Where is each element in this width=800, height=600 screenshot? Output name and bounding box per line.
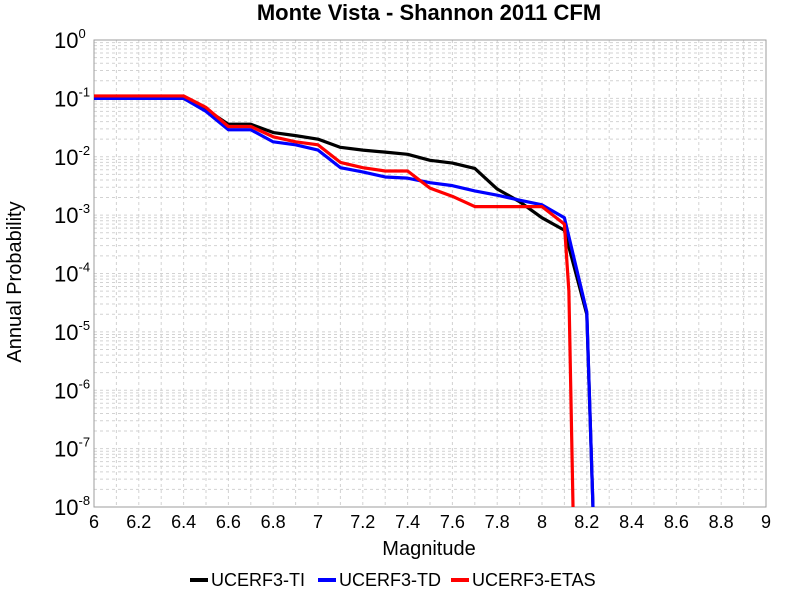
x-tick-label: 8.2: [574, 512, 599, 532]
y-tick-label: 10-2: [54, 143, 90, 170]
x-tick-label: 7: [313, 512, 323, 532]
legend: UCERF3-TI UCERF3-TD UCERF3-ETAS: [190, 570, 596, 590]
series-line-ucerf3-etas: [94, 94, 575, 507]
legend-label-ucerf3-etas: UCERF3-ETAS: [472, 570, 596, 590]
chart-title: Monte Vista - Shannon 2011 CFM: [257, 0, 601, 25]
y-tick-label: 100: [54, 26, 86, 53]
x-tick-label: 7.4: [395, 512, 420, 532]
x-tick-label: 6.6: [216, 512, 241, 532]
x-tick-label: 9: [761, 512, 771, 532]
x-tick-label: 8.6: [664, 512, 689, 532]
y-tick-label: 10-5: [54, 318, 90, 345]
y-tick-label: 10-3: [54, 201, 90, 228]
x-tick-label: 6.4: [171, 512, 196, 532]
x-tick-label: 7.6: [440, 512, 465, 532]
y-tick-labels: 10-8 10-7 10-6 10-5 10-4 10-3 10-2 10-1 100: [54, 26, 90, 520]
x-tick-label: 8.4: [619, 512, 644, 532]
grid: [94, 40, 766, 507]
y-tick-label: 10-1: [54, 84, 90, 111]
x-tick-label: 6.8: [261, 512, 286, 532]
x-tick-label: 6: [89, 512, 99, 532]
series-layer: [94, 94, 595, 507]
y-axis-label: Annual Probability: [4, 201, 26, 362]
x-axis-label: Magnitude: [382, 538, 475, 560]
x-tick-label: 6.2: [126, 512, 151, 532]
x-tick-label: 8.8: [709, 512, 734, 532]
x-tick-label: 8: [537, 512, 547, 532]
series-line-ucerf3-td: [94, 96, 595, 507]
y-tick-label: 10-7: [54, 435, 90, 462]
y-tick-label: 10-8: [54, 493, 90, 520]
plot-area: [93, 39, 767, 508]
series-line-ucerf3-ti: [94, 96, 595, 507]
x-tick-label: 7.2: [350, 512, 375, 532]
legend-label-ucerf3-td: UCERF3-TD: [339, 570, 441, 590]
legend-label-ucerf3-ti: UCERF3-TI: [211, 570, 305, 590]
y-tick-label: 10-6: [54, 376, 90, 403]
x-tick-labels: 6 6.2 6.4 6.6 6.8 7 7.2 7.4 7.6 7.8 8 8.2 8.4 8.6 8.8 9: [89, 512, 771, 532]
y-tick-label: 10-4: [54, 260, 90, 287]
x-tick-label: 7.8: [485, 512, 510, 532]
